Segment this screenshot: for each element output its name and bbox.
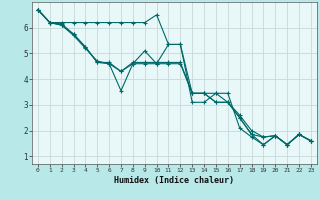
X-axis label: Humidex (Indice chaleur): Humidex (Indice chaleur) — [115, 176, 234, 185]
